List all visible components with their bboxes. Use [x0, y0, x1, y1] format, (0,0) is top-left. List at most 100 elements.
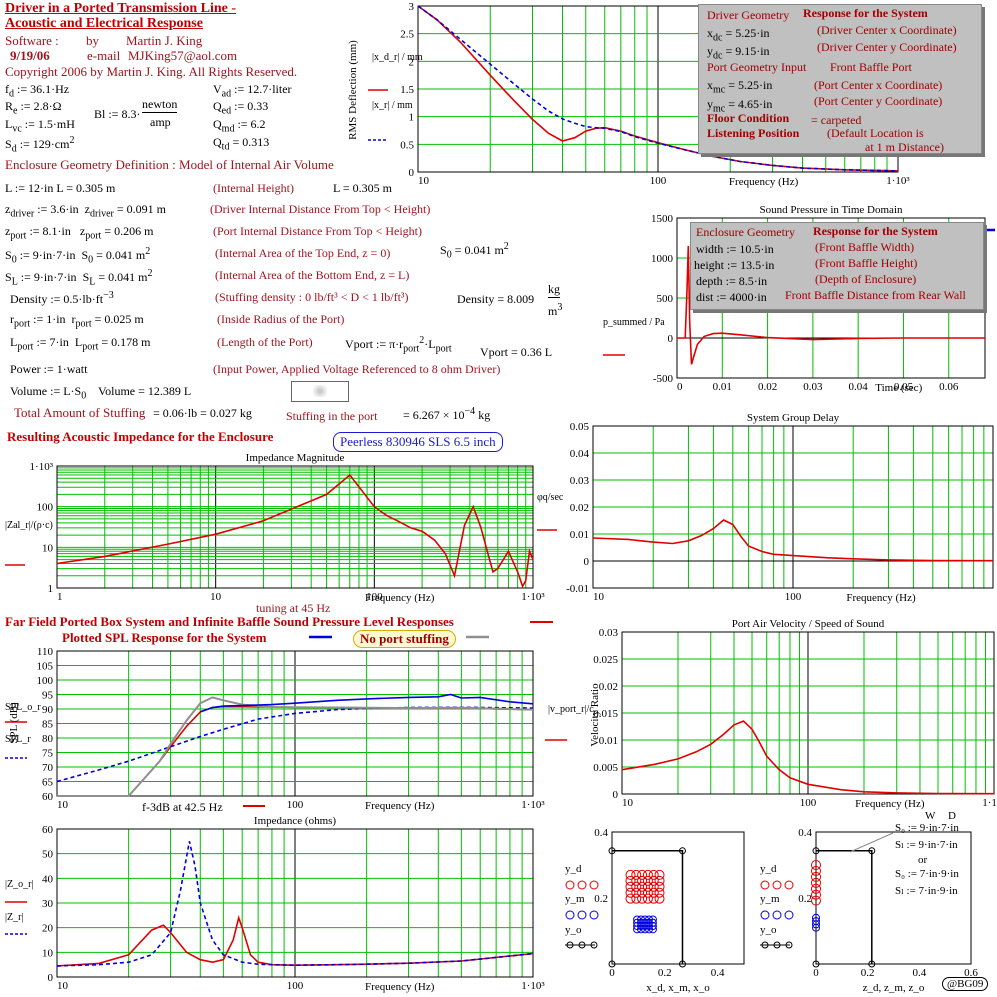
- electrical_impedance-ytick: 10: [42, 947, 54, 959]
- port_velocity-xtick: 100: [800, 797, 817, 809]
- electrical_impedance-frame: [56, 828, 534, 978]
- geom-legend-black-dot: [590, 941, 598, 949]
- zy_side-frame: [815, 831, 972, 965]
- spl-xtick: 1·10³: [521, 799, 545, 811]
- drv-ymc: ymc = 4.65·in: [707, 97, 773, 115]
- driver-name-badge: Peerless 830946 SLS 6.5 inch: [333, 432, 503, 452]
- enc-vport-def: Vport := π·rport2·Lport: [345, 335, 452, 355]
- stuffing-total-label: Total Amount of Stuffing: [14, 405, 146, 420]
- driver-geometry-box: Driver Geometry Response for the System …: [698, 4, 982, 154]
- group_delay-series-0: [592, 519, 994, 562]
- electrical_impedance-xtick: 10: [57, 980, 69, 992]
- port-point: [641, 925, 649, 934]
- param-qtd: Qtd = 0.313: [213, 135, 270, 153]
- geom-legend-black-dot: [761, 941, 769, 949]
- spl-ytick: 65: [42, 777, 54, 789]
- driver-point: [637, 887, 648, 898]
- driver-side-point: [811, 883, 821, 894]
- group_delay-xtick: 10: [593, 591, 605, 603]
- port-side-point: [812, 920, 820, 929]
- driver-point: [637, 893, 648, 904]
- enc-vport-res: Vport = 0.36 L: [480, 345, 553, 359]
- email-label: e-mail: [87, 48, 121, 63]
- xy_front-xtick: 0.2: [658, 967, 672, 979]
- drv-ydc-desc: (Driver Center y Coordinate): [817, 40, 957, 54]
- param-bl-num: newton: [142, 97, 178, 113]
- enc-lport: Lport := 7·in Lport = 0.178 m: [10, 335, 151, 353]
- xy_front-xlabel: x_d, x_m, x_o: [646, 982, 710, 994]
- corner-marker: [608, 847, 616, 855]
- stuffing-total-val: = 0.06·lb = 0.027 kg: [153, 406, 252, 420]
- rms_deflection-ytick: 2.5: [400, 29, 414, 41]
- area-note-slb: Sₗ := 7·in·9·in: [895, 885, 958, 897]
- param-qmd: Qmd := 6.2: [213, 117, 266, 135]
- enc-sl: SL := 9·in·7·in SL = 0.041 m2: [5, 268, 153, 288]
- driver-point: [631, 893, 642, 904]
- port_velocity-ytick: 0.025: [593, 654, 618, 666]
- geom-legend-red: [760, 880, 770, 890]
- corner-marker: [868, 847, 876, 855]
- geom-legend-red: [772, 880, 782, 890]
- spl-ytick: 70: [42, 762, 54, 774]
- electrical_impedance-xtick: 1·10³: [521, 980, 545, 992]
- port_velocity-ytick: 0.015: [593, 708, 618, 720]
- acoustic_impedance-ytick: 10: [42, 542, 54, 554]
- spl-heading-1: Far Field Ported Box System and Infinite…: [5, 614, 454, 629]
- acoustic_impedance-xtick: 1: [57, 591, 63, 603]
- driver-side-point: [811, 871, 821, 882]
- port-point: [637, 918, 646, 927]
- electrical_impedance-ytick: 20: [42, 923, 54, 935]
- enc-lport-desc: (Length of the Port): [217, 335, 313, 349]
- param-bl: Bl := 8.3·: [94, 107, 141, 121]
- corner-marker: [608, 960, 616, 968]
- group_delay-ytick: 0.05: [570, 421, 590, 433]
- enc-rport: rport := 1·in rport = 0.025 m: [10, 312, 144, 330]
- driver-point: [631, 869, 642, 880]
- driver-point: [654, 887, 665, 898]
- port-point: [637, 925, 646, 934]
- spl-ytick: 100: [37, 675, 54, 687]
- pv-legend: |v_port_r|/c: [548, 704, 594, 715]
- geom-legend-ym: y_m: [565, 893, 585, 905]
- acoustic_impedance-xlabel: Frequency (Hz): [365, 592, 435, 604]
- port-point: [633, 915, 642, 924]
- drv-listen-desc2: at 1 m Distance): [865, 140, 944, 154]
- spl-ytick: 110: [37, 646, 54, 658]
- enc-sl-desc: (Internal Area of the Bottom End, z = L): [215, 268, 410, 282]
- rms-ylabel: RMS Deflection (mm): [347, 40, 359, 140]
- param-vad: Vad := 12.7·liter: [213, 82, 292, 100]
- side-outline: [816, 850, 873, 964]
- drv-box-title: Driver Geometry: [707, 8, 790, 22]
- enc-box-depth-desc: (Depth of Enclosure): [815, 272, 917, 286]
- sound_pressure_time-ytick: 1500: [651, 213, 674, 225]
- xy_front-ytick: 0.2: [594, 893, 608, 905]
- spl-ytick: 90: [42, 704, 54, 716]
- sound_pressure_time-xtick: 0.01: [713, 381, 732, 393]
- port_velocity-xtick: 1·10³: [982, 797, 997, 809]
- geom-legend-red: [577, 880, 587, 890]
- enc-s0-res2: S0 = 0.041 m2: [440, 241, 509, 261]
- sound_pressure_time-xtick: 0.04: [849, 381, 869, 393]
- geom-legend-ym: y_m: [760, 893, 780, 905]
- driver-point: [625, 875, 636, 886]
- sound_pressure_time-ytick: -500: [653, 373, 674, 385]
- stuffing-port-val: = 6.267 × 10−4 kg: [403, 406, 491, 422]
- acoustic_impedance-ytick: 100: [37, 502, 54, 514]
- driver-side-point: [811, 860, 821, 870]
- driver-point: [625, 887, 636, 898]
- acoustic_impedance-xtick: 10: [210, 591, 222, 603]
- geom-legend-blue: [784, 910, 794, 920]
- geom-legend-blue: [565, 910, 575, 920]
- spl-series-3: [200, 693, 534, 713]
- driver-side-point: [811, 865, 821, 876]
- xy_front-ytick: 0.4: [594, 827, 608, 839]
- drv-floor-val: = carpeted: [811, 113, 862, 127]
- geom-legend-yd: y_d: [760, 863, 777, 875]
- drv-xdc: xdc = 5.25·in: [707, 26, 770, 44]
- driver-point: [648, 869, 659, 880]
- drv-xdc-desc: (Driver Center x Coordinate): [817, 23, 957, 37]
- geom-legend-black-dot: [785, 941, 793, 949]
- zy_side-xtick: 0.2: [861, 967, 875, 979]
- port-point: [633, 918, 642, 927]
- driver-point: [642, 881, 653, 892]
